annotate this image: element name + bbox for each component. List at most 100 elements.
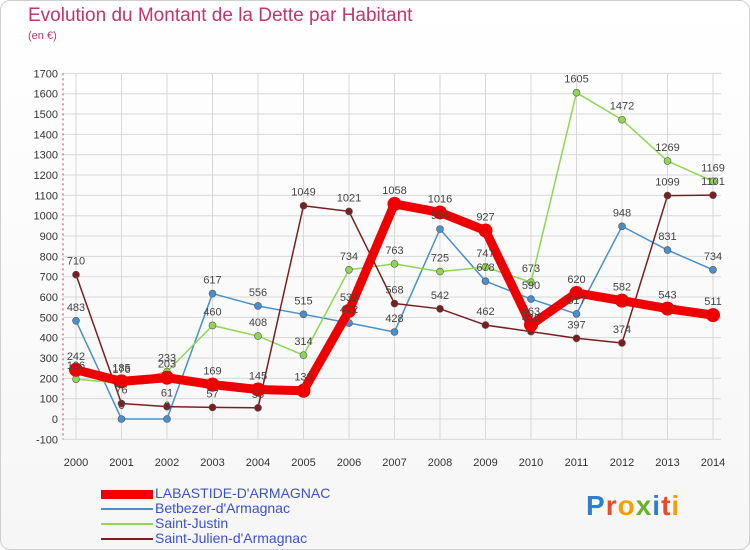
data-label: 0 [164,400,170,412]
y-tick-label: 0 [52,414,58,426]
y-tick-label: 1300 [34,150,58,162]
legend-label: LABASTIDE-D'ARMAGNAC [155,485,331,501]
data-point [618,339,626,347]
data-point [254,404,262,412]
data-label: 1099 [655,177,679,189]
data-point [390,328,399,336]
data-label: 483 [67,302,85,314]
data-point [572,88,581,97]
data-label: 948 [613,207,631,219]
logo-letter: o [617,490,636,521]
data-point [527,278,535,286]
legend-label: Betbezer-d'Armagnac [155,500,290,516]
y-tick-label: 1700 [34,68,58,80]
y-tick-label: 1000 [34,211,58,223]
data-point [709,177,717,186]
data-label: 1169 [701,162,725,174]
data-label: 582 [613,282,631,294]
x-tick-label: 2012 [610,457,634,469]
data-label: 76 [115,385,127,397]
data-point [481,321,490,329]
logo-letter: x [635,490,653,521]
legend-item: Saint-Julien-d'Armagnac [101,530,401,546]
y-tick-label: 600 [40,292,58,304]
proxiti-logo: Proxiti [586,490,680,522]
data-label: 543 [658,290,676,302]
data-label: 934 [431,210,449,222]
x-tick-label: 2009 [473,457,497,469]
logo-letter: r [605,490,618,521]
data-label: 927 [476,212,494,224]
data-point [524,317,538,332]
data-label: 139 [294,372,312,384]
data-label: 145 [249,371,267,383]
data-label: 710 [67,256,85,268]
data-point [433,205,447,220]
data-label: 532 [340,292,358,304]
data-point [299,351,308,359]
data-point [296,383,311,398]
data-label: 617 [203,275,221,287]
data-point [208,403,217,412]
y-tick-label: 300 [40,353,58,365]
data-point [572,310,581,318]
data-point [663,246,672,254]
logo-letter: i [671,490,681,521]
data-label: 374 [613,324,631,336]
data-label: 734 [340,251,358,263]
data-label: 1058 [382,185,406,197]
data-point [299,201,308,210]
y-tick-label: 800 [40,251,58,263]
data-point [615,293,629,308]
data-point [390,260,399,268]
data-point [663,191,672,200]
y-tick-label: 1500 [34,109,58,121]
data-label: 1605 [564,74,588,86]
data-label: 673 [522,263,540,275]
data-label: 1269 [655,142,679,154]
data-point [117,399,126,408]
y-tick-label: 500 [40,312,58,324]
data-point [481,277,490,285]
data-label: 747 [476,248,494,260]
data-label: 233 [158,353,176,365]
data-label: 1016 [428,193,452,205]
x-tick-label: 2007 [382,457,406,469]
chart-title: Evolution du Montant de la Dette par Hab… [28,5,413,26]
data-point [387,196,402,211]
data-point [660,301,675,316]
data-label: 515 [294,295,312,307]
y-tick-label: -100 [36,434,58,446]
x-tick-label: 2003 [200,457,224,469]
data-label: 169 [203,366,221,378]
data-label: 55 [252,389,264,401]
data-label: 472 [340,304,358,316]
x-tick-label: 2008 [428,457,452,469]
data-label: 517 [567,295,585,307]
data-label: 460 [203,306,221,318]
data-point [72,270,80,279]
data-point [709,191,717,199]
data-label: 1472 [610,101,634,113]
data-point [114,374,129,389]
data-label: 463 [522,306,540,318]
data-point [69,362,83,377]
data-label: 314 [294,336,312,348]
data-label: 430 [522,313,540,325]
data-point [618,222,626,231]
data-point [345,265,353,274]
data-label: 196 [67,360,85,372]
data-label: 831 [658,231,676,243]
data-label: 511 [704,296,722,308]
data-point [436,267,444,276]
data-point [117,415,126,423]
x-tick-label: 2014 [701,457,725,469]
data-label: 185 [112,362,130,374]
y-tick-label: 100 [40,394,58,406]
data-point [569,285,584,300]
data-point [706,308,720,323]
data-point [663,157,672,165]
data-point [527,295,535,303]
x-tick-label: 2005 [291,457,315,469]
x-tick-label: 2006 [337,457,361,469]
